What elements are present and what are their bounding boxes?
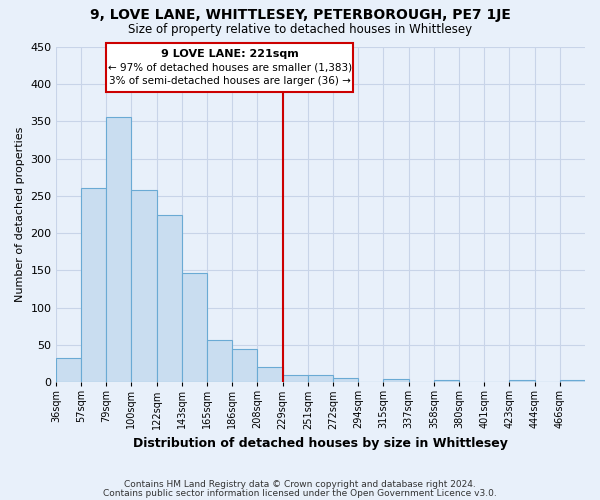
Bar xyxy=(232,350,257,382)
Text: 9 LOVE LANE: 221sqm: 9 LOVE LANE: 221sqm xyxy=(161,49,299,59)
Text: 3% of semi-detached houses are larger (36) →: 3% of semi-detached houses are larger (3… xyxy=(109,76,350,86)
Bar xyxy=(509,380,535,382)
Text: Contains HM Land Registry data © Crown copyright and database right 2024.: Contains HM Land Registry data © Crown c… xyxy=(124,480,476,489)
Bar xyxy=(434,380,459,382)
Bar xyxy=(207,340,232,382)
Bar xyxy=(182,274,207,382)
Bar xyxy=(56,358,81,382)
Text: 9, LOVE LANE, WHITTLESEY, PETERBOROUGH, PE7 1JE: 9, LOVE LANE, WHITTLESEY, PETERBOROUGH, … xyxy=(89,8,511,22)
Bar xyxy=(131,190,157,382)
X-axis label: Distribution of detached houses by size in Whittlesey: Distribution of detached houses by size … xyxy=(133,437,508,450)
Bar xyxy=(106,117,131,382)
Text: Contains public sector information licensed under the Open Government Licence v3: Contains public sector information licen… xyxy=(103,488,497,498)
Bar xyxy=(257,368,283,382)
Bar xyxy=(157,214,182,382)
Bar xyxy=(308,375,333,382)
FancyBboxPatch shape xyxy=(106,43,353,92)
Bar xyxy=(560,380,585,382)
Text: Size of property relative to detached houses in Whittlesey: Size of property relative to detached ho… xyxy=(128,22,472,36)
Text: ← 97% of detached houses are smaller (1,383): ← 97% of detached houses are smaller (1,… xyxy=(107,62,352,72)
Bar xyxy=(283,375,308,382)
Bar xyxy=(383,379,409,382)
Bar xyxy=(333,378,358,382)
Y-axis label: Number of detached properties: Number of detached properties xyxy=(15,127,25,302)
Bar xyxy=(81,188,106,382)
